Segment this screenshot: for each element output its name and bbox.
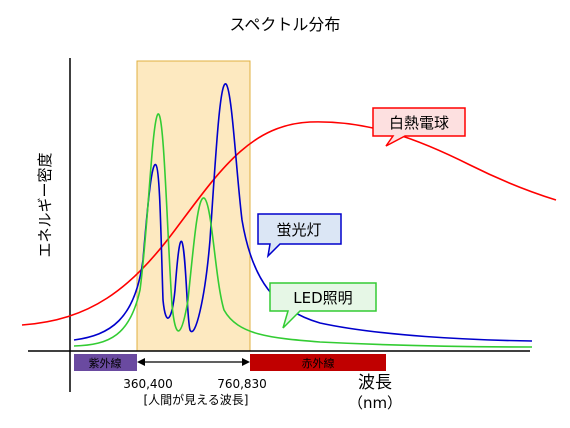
visible-caption: [人間が見える波長] [143, 392, 248, 407]
diagram-title: スペクトル分布 [230, 15, 341, 34]
visible-end-label: 760,830 [217, 377, 267, 391]
led-label: LED照明 [293, 289, 352, 307]
visible-start-label: 360,400 [123, 377, 173, 391]
uv-band-label: 紫外線 [89, 356, 122, 370]
arrow-head-left [137, 358, 145, 366]
fluorescent-curve [73, 83, 533, 342]
ir-band-bar [250, 354, 386, 371]
incandescent-curve [21, 121, 557, 326]
uv-band-bar [74, 354, 137, 371]
fluorescent-callout [257, 213, 342, 259]
led-curve [73, 113, 533, 348]
y-axis-label: エネルギー密度 [36, 152, 54, 257]
incandescent-callout [372, 107, 466, 147]
arrow-head-right [242, 358, 250, 366]
fluorescent-label: 蛍光灯 [276, 221, 321, 239]
x-axis-unit: （nm） [348, 394, 402, 412]
x-axis-label: 波長 [358, 373, 392, 393]
ir-band-label: 赤外線 [302, 356, 335, 370]
incandescent-label: 白熱電球 [389, 114, 449, 132]
led-callout [269, 282, 377, 329]
